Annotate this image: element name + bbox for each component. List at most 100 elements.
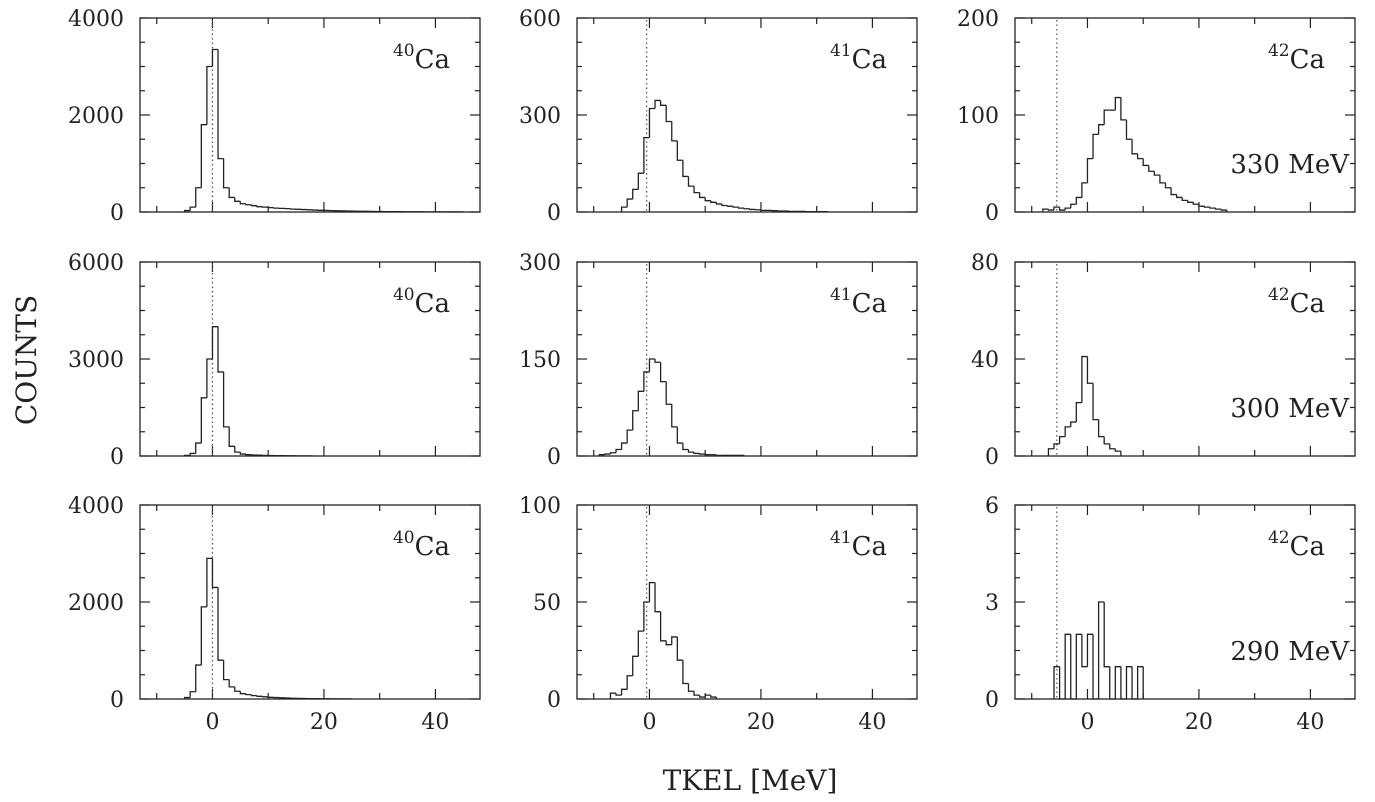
histogram-bin [1086, 356, 1094, 384]
histogram-bin [1109, 666, 1116, 700]
y-tick-label: 0 [547, 201, 561, 226]
histogram-bin [234, 197, 241, 202]
histogram-bin [245, 454, 252, 456]
histogram-bin [256, 695, 263, 697]
histogram-bin [1209, 207, 1216, 209]
y-tick-label: 200 [957, 7, 999, 32]
histogram-bin [1131, 139, 1138, 155]
histogram-bin [704, 197, 711, 202]
isotope-label: 41Ca [830, 285, 887, 319]
histogram-bin [1103, 109, 1110, 125]
y-tick-label: 0 [110, 445, 124, 470]
histogram-bin [217, 49, 224, 160]
y-tick-label: 300 [519, 251, 561, 276]
x-tick-label: 20 [747, 710, 775, 735]
histogram-bin [1097, 601, 1105, 699]
histogram-bin [726, 205, 734, 207]
histogram-bin [710, 695, 717, 698]
histogram-bin [620, 688, 628, 696]
histogram-bin [1053, 443, 1060, 449]
histogram-bin [654, 359, 661, 363]
histogram-bin [239, 201, 246, 205]
histogram-bin [234, 686, 241, 692]
histogram-bin [1058, 207, 1066, 211]
x-tick-label: 20 [310, 710, 338, 735]
histogram-bin [743, 208, 750, 210]
y-tick-label: 600 [519, 7, 561, 32]
isotope-element: Ca [415, 532, 450, 562]
histogram-bin [693, 452, 700, 455]
y-tick-label: 50 [533, 591, 561, 616]
histogram-bin [682, 160, 689, 178]
beam-energy-label: 300 MeV [1230, 394, 1350, 424]
isotope-mass-number: 41 [830, 41, 852, 61]
y-tick-label: 4000 [68, 7, 124, 32]
histogram-bin [1114, 448, 1121, 452]
y-tick-label: 100 [519, 494, 561, 519]
isotope-label: 42Ca [1268, 528, 1325, 562]
histogram-bin [256, 205, 263, 208]
isotope-element: Ca [415, 289, 450, 319]
histogram-bin [665, 640, 672, 646]
y-tick-label: 3 [985, 591, 999, 616]
y-tick-label: 6 [985, 494, 999, 519]
y-tick-label: 0 [110, 688, 124, 713]
histogram-bin [239, 452, 246, 455]
histogram-bin [598, 454, 605, 456]
y-axis-title: COUNTS [10, 295, 43, 425]
histogram-bin [239, 691, 246, 695]
histogram-bin [615, 693, 622, 696]
isotope-element: Ca [852, 289, 887, 319]
histogram-bin [1058, 666, 1066, 700]
histogram-bin [637, 630, 644, 657]
isotope-mass-number: 41 [830, 528, 852, 548]
y-tick-label: 4000 [68, 494, 124, 519]
isotope-label: 40Ca [393, 528, 450, 562]
y-tick-label: 40 [971, 348, 999, 373]
beam-energy-label: 290 MeV [1230, 637, 1350, 667]
panel-r3-c3: 0 20 40 0 3 6 42Ca 290 MeV [985, 494, 1356, 735]
histogram-bin [1181, 197, 1188, 202]
histogram-bin [222, 660, 230, 681]
histogram-bin [1215, 208, 1222, 210]
histogram-bin [1131, 666, 1138, 700]
y-tick-label: 6000 [68, 251, 124, 276]
histogram-bin [626, 675, 633, 690]
histogram-bin [715, 202, 722, 205]
panel-r2-c3: 0 40 80 42Ca 300 MeV [971, 251, 1356, 470]
y-tick-label: 300 [519, 104, 561, 129]
histogram-bin [693, 186, 700, 194]
histogram-bin [195, 442, 202, 454]
histogram-bin [648, 358, 656, 372]
histogram-bin [749, 208, 756, 211]
histogram-bin [1120, 666, 1127, 700]
histogram-bin [1064, 207, 1071, 211]
y-tick-label: 0 [985, 688, 999, 713]
histogram-bin [189, 206, 196, 211]
histogram-bin [687, 176, 695, 187]
histogram-bin [637, 390, 644, 411]
histogram-bin [1064, 426, 1071, 437]
histogram-bin [1103, 436, 1110, 445]
isotope-mass-number: 40 [393, 528, 415, 548]
histogram-bin [710, 200, 717, 203]
histogram-bin [693, 691, 700, 696]
histogram-bin [1159, 175, 1166, 184]
histogram-bin [222, 158, 230, 189]
histogram-bin [206, 65, 213, 125]
beam-energy-label: 330 MeV [1230, 150, 1350, 180]
isotope-mass-number: 40 [393, 285, 415, 305]
isotope-label: 42Ca [1268, 41, 1325, 75]
x-tick-label: 0 [1080, 710, 1094, 735]
histogram-bin [659, 611, 667, 642]
histogram-bin [698, 192, 706, 199]
histogram-bin [626, 429, 633, 444]
histogram-bin [632, 188, 639, 200]
histogram-bin [1058, 435, 1066, 444]
histogram-bin [654, 99, 661, 109]
panel-r2-c2: 0 150 300 41Ca [519, 251, 918, 470]
isotope-label: 42Ca [1268, 285, 1325, 319]
histogram-bin [732, 206, 739, 208]
x-tick-label: 40 [421, 710, 449, 735]
